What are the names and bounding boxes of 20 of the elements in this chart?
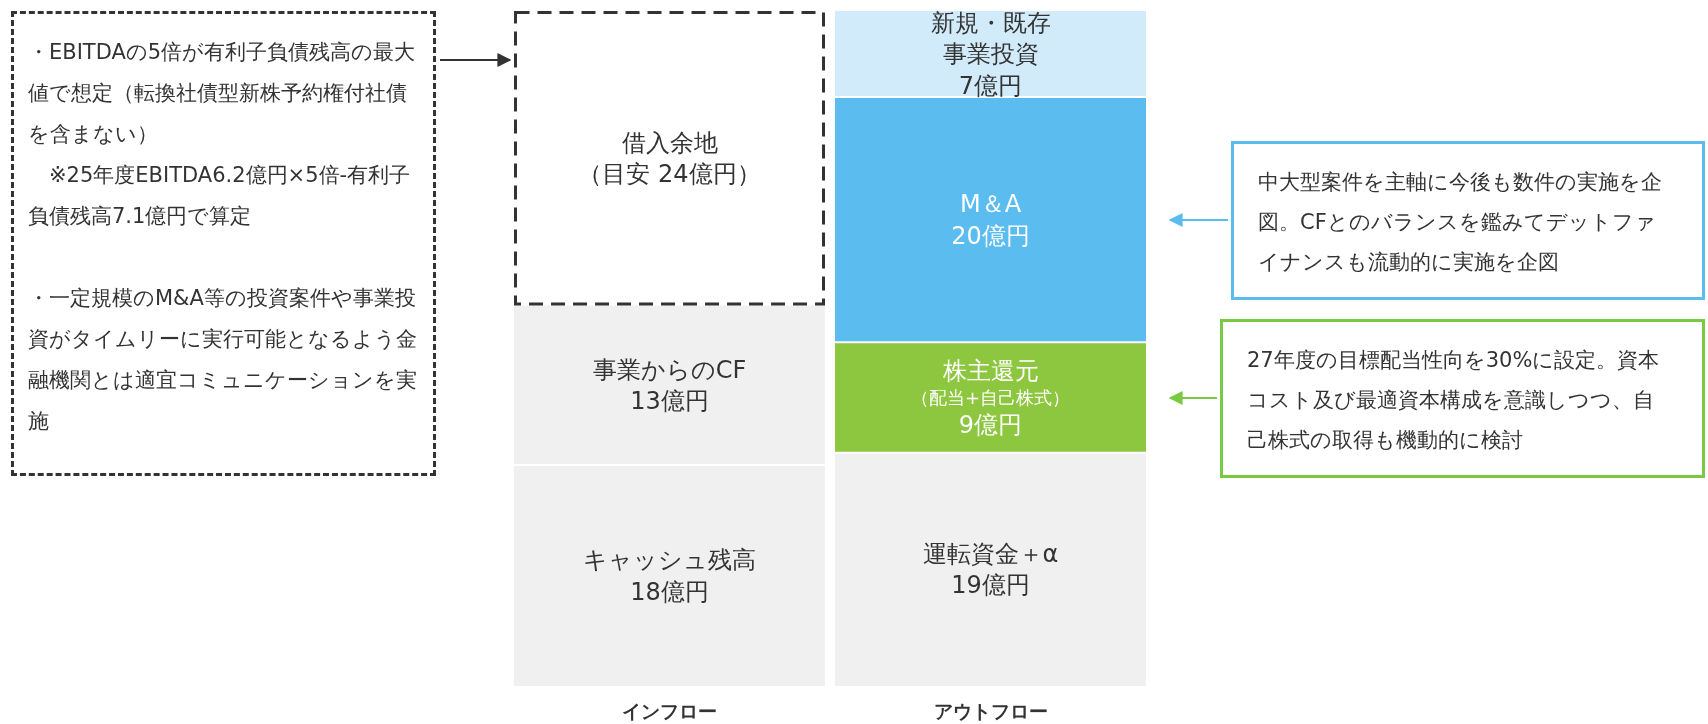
data-label: 20億円	[951, 221, 1030, 250]
x-tick-label: アウトフロー	[933, 700, 1048, 722]
series-label: 新規・既存事業投資	[930, 9, 1051, 69]
series-label: キャッシュ残高	[583, 546, 756, 575]
data-label: 19億円	[951, 571, 1030, 600]
annotation: ・EBITDAの5倍が有利子負債残高の最大値で想定（転換社債型新株予約権付社債を含まない） ※25年度EBITDA6.2億円×5倍-有利子負債残高7.1億円で算定	[28, 39, 417, 230]
data-label: 18億円	[630, 577, 709, 606]
data-label: 13億円	[630, 387, 709, 416]
annotation: ・一定規模のM&A等の投資案件や事業投資がタイムリーに実行可能となるよう金融機関とは適宜コミュニケーションを実施	[28, 285, 418, 435]
series-label: 株主還元	[941, 356, 1039, 385]
data-label: （配当+自己株式） 9億円	[910, 386, 1071, 440]
series-label: M＆A	[959, 190, 1022, 219]
annotation: 中大型案件を主軸に今後も数件の実施を企図。CFとのバランスを鑑みてデットファイナンスも流動的に実施を企図	[1258, 168, 1662, 276]
x-tick-label: インフロー	[622, 700, 717, 722]
series-label: 事業からのCF	[592, 356, 747, 385]
data-label: （目安 24億円）	[578, 160, 761, 189]
annotation: 27年度の目標配当性向を30%に設定。資本コスト及び最適資本構成を意識しつつ、自己株式の取得も機動的に検討	[1247, 346, 1661, 454]
series-label: 借入余地	[621, 129, 718, 158]
series-label: 運転資金＋α	[922, 540, 1059, 569]
data-label: 7億円	[958, 71, 1023, 100]
